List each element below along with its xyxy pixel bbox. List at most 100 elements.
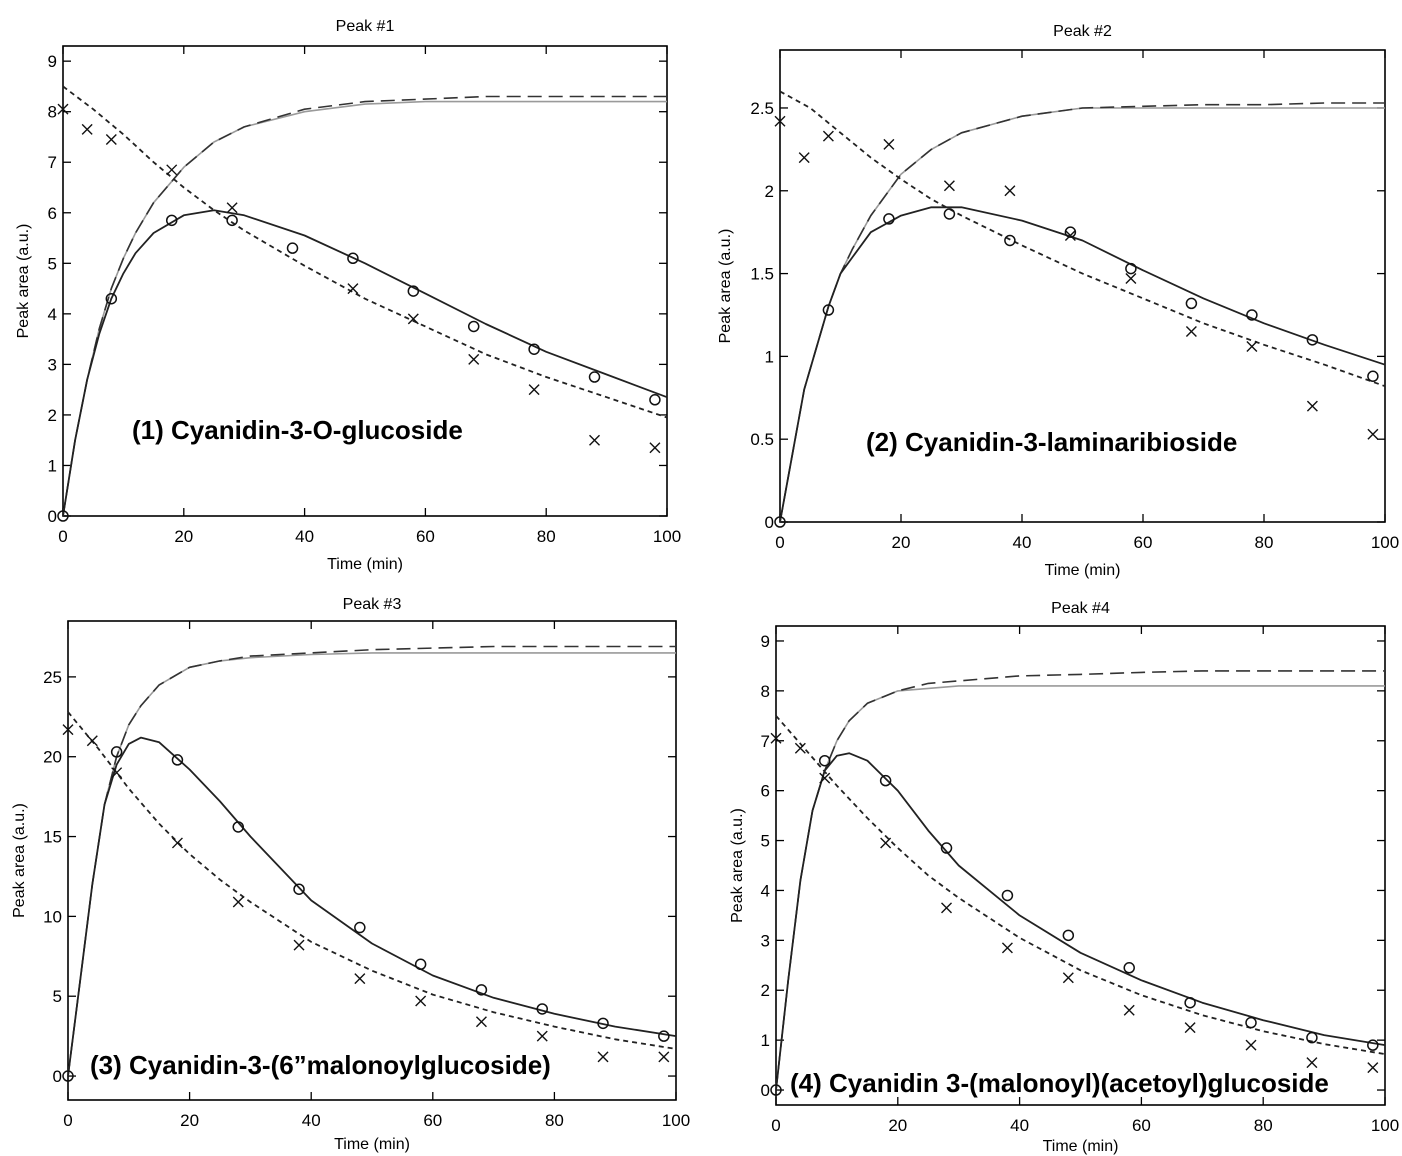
data-point-cross — [1062, 972, 1074, 984]
chart-title: Peak #2 — [1053, 23, 1112, 40]
y-tick-label: 25 — [43, 668, 62, 687]
data-point-cross — [1306, 1057, 1318, 1069]
data-point-cross — [1184, 1022, 1196, 1034]
data-point-cross — [171, 837, 183, 849]
plot-frame — [67, 620, 677, 1101]
data-point-circle — [822, 304, 835, 316]
y-axis-label: Peak area (a.u.) — [15, 224, 32, 339]
data-point-circle — [649, 394, 661, 406]
chart-title: Peak #3 — [343, 596, 402, 613]
chart-panel-3: 0 20 40 60 80 100 0 5 10 15 20 25 Peak #3 Time (min) P… — [11, 596, 690, 1153]
data-point-cross — [880, 837, 892, 849]
data-point-cross — [658, 1051, 670, 1063]
data-point-circle — [232, 821, 244, 833]
data-point-circle — [1123, 962, 1135, 974]
y-tick-label: 7 — [48, 153, 57, 172]
data-point-cross — [528, 384, 540, 396]
data-point-cross — [232, 896, 244, 908]
data-point-cross — [1306, 400, 1318, 412]
data-point-circle — [1062, 929, 1075, 942]
data-point-cross — [226, 202, 238, 214]
series-line-solid-dark — [775, 752, 1386, 1091]
y-axis-label: Peak area (a.u.) — [11, 803, 28, 918]
data-point-cross — [798, 152, 810, 164]
data-point-circle — [414, 958, 427, 971]
y-tick-label: 3 — [48, 355, 57, 374]
x-axis-label: Time (min) — [334, 1136, 410, 1153]
data-point-cross — [1125, 273, 1137, 285]
data-point-circle — [110, 746, 123, 758]
x-tick-label: 80 — [545, 1111, 564, 1130]
data-point-circle — [105, 292, 118, 305]
x-tick-label: 80 — [537, 527, 556, 546]
y-tick-label: 5 — [48, 254, 57, 273]
data-point-circle — [883, 213, 895, 225]
y-tick-label: 0 — [765, 513, 774, 532]
x-tick-label: 20 — [174, 527, 193, 546]
x-tick-label: 80 — [1254, 1116, 1273, 1135]
data-point-cross — [293, 939, 305, 951]
compound-annotation: (2) Cyanidin-3-laminaribioside — [866, 427, 1237, 457]
y-tick-label: 5 — [761, 832, 770, 851]
data-point-circle — [943, 208, 956, 220]
data-point-circle — [1001, 889, 1014, 902]
data-point-circle — [588, 371, 601, 383]
compound-annotation: (4) Cyanidin 3-(malonoyl)(acetoyl)glucos… — [790, 1068, 1329, 1098]
y-tick-label: 0 — [48, 507, 57, 526]
x-tick-label: 60 — [1132, 1116, 1151, 1135]
y-tick-label: 3 — [761, 931, 770, 950]
series-line-dashed-short — [779, 90, 1386, 388]
data-point-circle — [1306, 1031, 1318, 1044]
x-tick-label: 20 — [180, 1111, 199, 1130]
data-point-circle — [774, 516, 786, 528]
y-tick-label: 8 — [761, 682, 770, 701]
y-tick-label: 1 — [761, 1031, 770, 1050]
data-point-circle — [1246, 309, 1258, 321]
data-point-circle — [226, 214, 238, 227]
series-line-dashed-short — [67, 711, 677, 1050]
data-point-circle — [879, 774, 892, 787]
series-line-dashed-short — [775, 715, 1386, 1055]
data-point-cross — [57, 103, 69, 115]
compound-annotation: (1) Cyanidin-3-O-glucoside — [132, 415, 463, 445]
data-point-cross — [822, 130, 834, 142]
data-point-cross — [819, 772, 831, 784]
data-point-circle — [1004, 234, 1016, 247]
y-axis-label: Peak area (a.u.) — [729, 808, 746, 923]
data-point-circle — [467, 320, 480, 333]
x-tick-label: 60 — [416, 527, 435, 546]
data-point-circle — [347, 252, 359, 265]
data-point-cross — [86, 735, 98, 747]
series-line-dashed-long — [67, 645, 676, 1077]
x-tick-label: 100 — [1371, 533, 1399, 552]
x-axis-label: Time (min) — [1043, 1138, 1119, 1155]
chart-title: Peak #4 — [1051, 600, 1110, 617]
y-tick-label: 1 — [765, 347, 774, 366]
x-tick-label: 0 — [771, 1116, 780, 1135]
data-point-circle — [1184, 996, 1196, 1009]
data-point-circle — [57, 510, 69, 522]
y-tick-label: 9 — [761, 632, 770, 651]
x-tick-label: 100 — [662, 1111, 690, 1130]
series-line-solid-dark — [67, 736, 677, 1077]
x-tick-label: 60 — [423, 1111, 442, 1130]
data-point-cross — [1367, 428, 1379, 440]
data-point-cross — [347, 283, 359, 295]
y-tick-label: 1.5 — [750, 265, 774, 284]
y-tick-label: 0 — [53, 1067, 62, 1086]
y-tick-label: 1 — [48, 456, 57, 475]
data-point-cross — [415, 995, 427, 1007]
y-tick-label: 2 — [48, 406, 57, 425]
chart-panel-2: 0 20 40 60 80 100 0 0.5 1 1.5 2 2.5 Peak #2 Time (min… — [717, 23, 1399, 579]
data-point-circle — [165, 214, 178, 227]
data-point-cross — [475, 1016, 487, 1028]
plot-frame — [775, 625, 1386, 1106]
series-line-dashed-short — [62, 85, 668, 419]
x-tick-label: 0 — [63, 1111, 72, 1130]
x-tick-label: 80 — [1255, 533, 1274, 552]
data-point-cross — [468, 353, 480, 365]
data-point-cross — [105, 134, 117, 145]
x-tick-label: 40 — [1013, 533, 1032, 552]
data-point-circle — [1245, 1016, 1257, 1029]
